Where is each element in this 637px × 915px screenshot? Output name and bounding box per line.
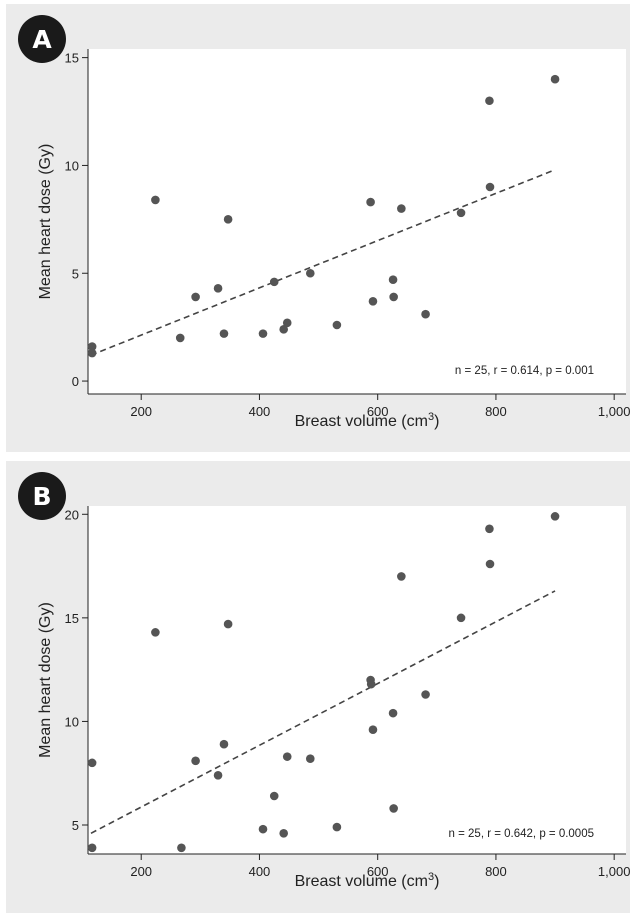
- x-tick-label-b: 600: [367, 864, 389, 879]
- x-tick-label-a: 200: [130, 404, 152, 419]
- y-tick-label-a: 15: [65, 51, 79, 66]
- data-point-b: [305, 754, 315, 764]
- data-point-b: [279, 828, 288, 838]
- data-point-a: [213, 284, 223, 293]
- data-point-b: [366, 679, 376, 689]
- data-point-a: [485, 96, 494, 106]
- scatter-chart-a: 200 400 600 800 1,000 0 5 10 15 n = 25, r = 0.614…: [18, 15, 630, 430]
- y-axis-title-a: Mean heart dose (Gy): [37, 144, 54, 300]
- data-point-a: [175, 333, 185, 343]
- data-point-b: [332, 822, 342, 832]
- x-tick-label-a: 1,000: [598, 404, 630, 419]
- x-tick-label-b: 200: [130, 864, 152, 879]
- data-point-a: [151, 195, 160, 205]
- scatter-chart-b: 200 400 600 800 1,000 5 10 15 20 n = 25, r = 0.64…: [18, 472, 630, 890]
- data-point-a: [87, 348, 97, 358]
- data-point-a: [366, 197, 375, 207]
- data-point-b: [191, 756, 200, 766]
- x-tick-label-b: 1,000: [598, 864, 630, 879]
- y-tick-label-b: 15: [65, 611, 79, 626]
- x-tick-label-a: 600: [367, 404, 389, 419]
- data-point-b: [87, 843, 97, 853]
- data-point-b: [485, 524, 494, 534]
- data-point-a: [485, 182, 495, 192]
- regression-line-b: [90, 590, 556, 834]
- data-point-b: [389, 804, 398, 813]
- y-tick-label-a: 0: [72, 374, 79, 389]
- data-point-a: [191, 292, 200, 302]
- data-point-a: [279, 325, 288, 334]
- y-axis-title-b: Mean heart dose (Gy): [37, 602, 54, 758]
- data-point-a: [550, 74, 560, 84]
- x-axis-title-b: Breast volume (cm3): [295, 871, 440, 890]
- regression-line-a: [90, 169, 556, 356]
- data-point-a: [282, 318, 292, 328]
- panel-badge-b: [18, 472, 66, 520]
- data-point-a: [389, 292, 398, 302]
- plot-area-b: [88, 506, 626, 854]
- data-point-b: [223, 619, 233, 629]
- data-point-a: [258, 329, 268, 338]
- data-point-a: [269, 277, 279, 287]
- x-tick-label-a: 400: [249, 404, 271, 419]
- panel-label-a: A: [32, 25, 52, 54]
- x-tick-label-b: 400: [249, 864, 271, 879]
- data-point-b: [456, 613, 466, 623]
- data-point-a: [332, 320, 342, 330]
- data-point-a: [397, 204, 406, 213]
- data-point-a: [87, 342, 97, 351]
- data-point-b: [485, 559, 495, 569]
- data-point-a: [388, 275, 398, 285]
- data-point-b: [177, 843, 186, 853]
- data-point-b: [550, 512, 560, 521]
- data-point-a: [305, 268, 315, 278]
- data-point-a: [421, 309, 430, 319]
- data-point-a: [219, 329, 229, 338]
- data-point-b: [388, 708, 398, 718]
- panel-label-b: B: [32, 482, 51, 511]
- data-point-b: [87, 758, 97, 768]
- y-tick-label-b: 10: [65, 714, 79, 729]
- stat-annotation-b: n = 25, r = 0.642, p = 0.0005: [449, 828, 594, 840]
- y-tick-label-b: 5: [72, 818, 79, 833]
- plot-area-a: [88, 49, 626, 394]
- data-point-b: [258, 824, 268, 834]
- y-tick-label-a: 5: [72, 266, 79, 281]
- stat-annotation-a: n = 25, r = 0.614, p = 0.001: [455, 365, 594, 377]
- chart-panel-b: 200 400 600 800 1,000 5 10 15 20 n = 25, r = 0.64…: [6, 461, 630, 913]
- data-point-b: [368, 725, 378, 735]
- data-point-b: [282, 752, 292, 761]
- data-point-b: [151, 628, 160, 637]
- data-point-b: [219, 739, 229, 749]
- y-tick-label-b: 20: [65, 507, 79, 522]
- x-tick-label-a: 800: [485, 404, 507, 419]
- x-tick-label-b: 800: [485, 864, 507, 879]
- data-point-a: [368, 296, 378, 306]
- y-tick-label-a: 10: [65, 158, 79, 173]
- data-point-b: [397, 572, 406, 581]
- chart-panel-a: 200 400 600 800 1,000 0 5 10 15 n = 25, r = 0.614…: [6, 4, 630, 452]
- panel-badge-a: [18, 15, 66, 63]
- data-point-a: [223, 215, 233, 224]
- x-axis-title-a: Breast volume (cm3): [295, 411, 440, 430]
- data-point-b: [213, 770, 223, 780]
- data-point-b: [269, 791, 279, 801]
- data-point-b: [421, 690, 430, 699]
- data-point-a: [456, 208, 466, 218]
